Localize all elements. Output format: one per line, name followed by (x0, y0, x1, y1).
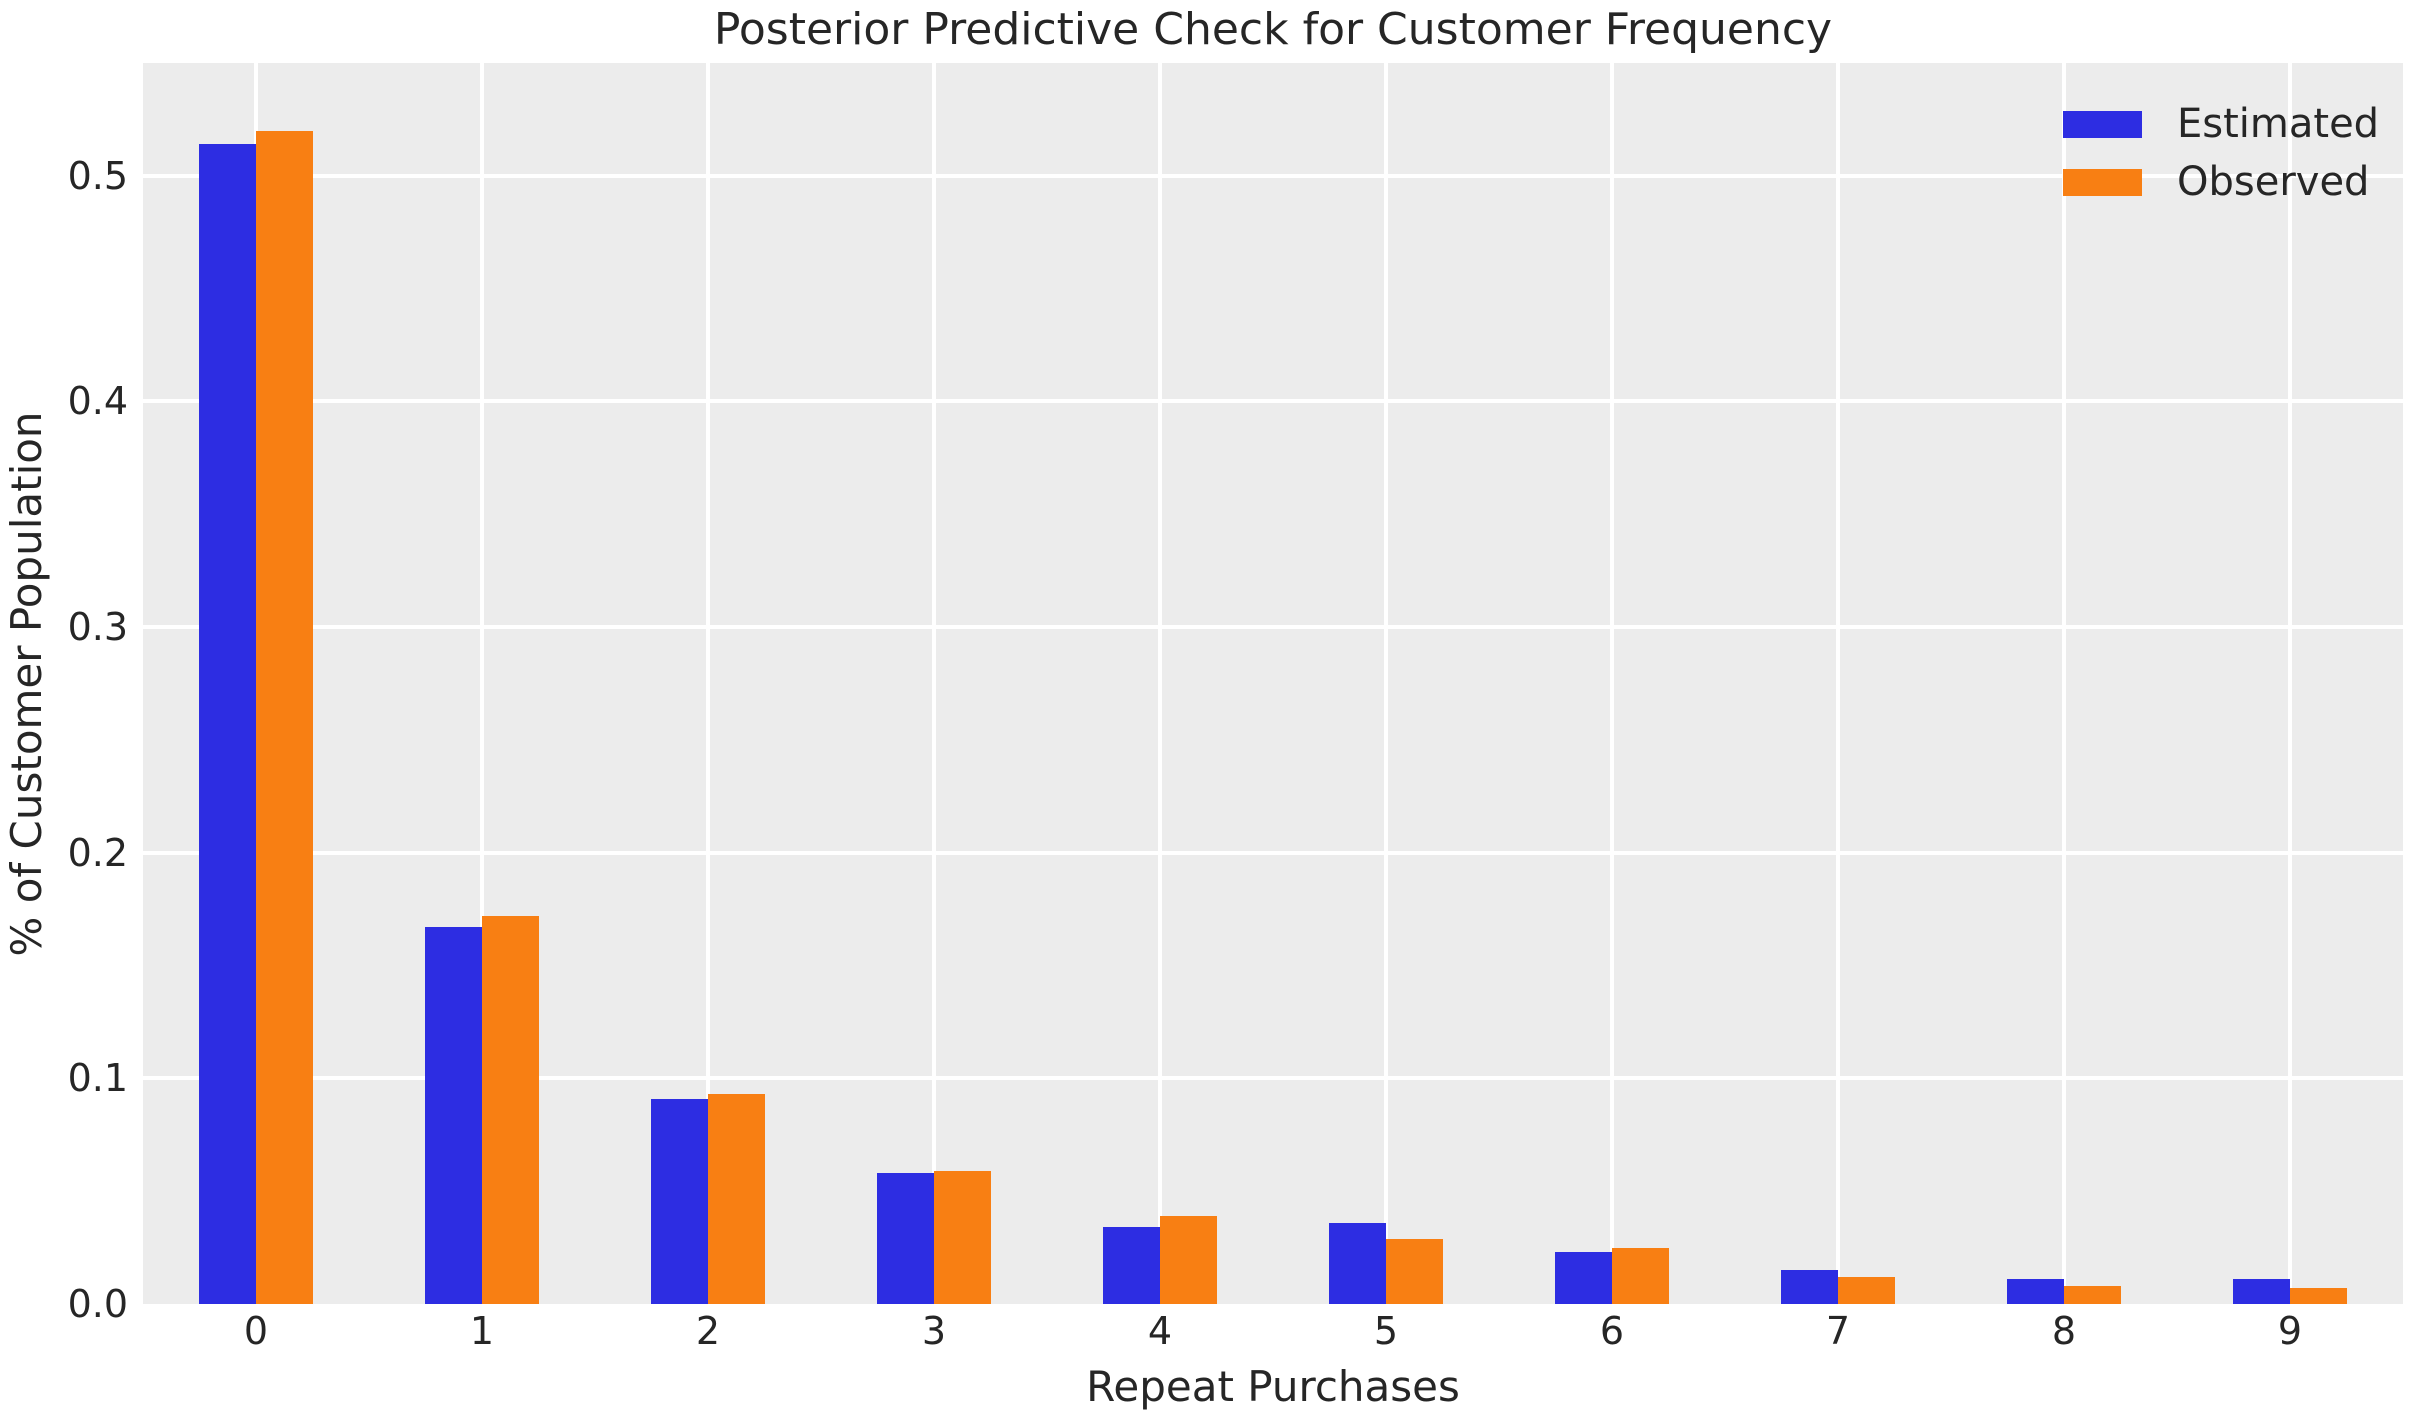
bar-estimated-8 (2007, 1279, 2064, 1304)
legend-row-observed: Observed (2063, 153, 2379, 211)
bar-estimated-3 (877, 1173, 934, 1304)
legend-swatch-estimated (2063, 110, 2142, 138)
gridline-v-3 (932, 63, 936, 1304)
gridline-h-0.3 (143, 625, 2403, 630)
x-tick-8: 8 (2051, 1309, 2077, 1353)
x-tick-4: 4 (1147, 1309, 1173, 1353)
x-tick-9: 9 (2277, 1309, 2303, 1353)
gridline-h-0.1 (143, 1076, 2403, 1081)
x-tick-0: 0 (243, 1309, 269, 1353)
bar-observed-5 (1386, 1239, 1443, 1304)
bar-observed-1 (482, 916, 539, 1304)
gridline-v-4 (1158, 63, 1162, 1304)
gridline-v-7 (1836, 63, 1840, 1304)
gridline-v-2 (706, 63, 710, 1304)
gridline-v-9 (2288, 63, 2292, 1304)
bar-estimated-4 (1103, 1227, 1160, 1304)
y-tick-0.0: 0.0 (67, 1282, 128, 1326)
y-tick-0.1: 0.1 (67, 1056, 128, 1101)
gridline-h-0.4 (143, 399, 2403, 404)
bar-estimated-0 (199, 144, 256, 1304)
bar-observed-4 (1160, 1216, 1217, 1304)
bar-observed-7 (1838, 1277, 1895, 1304)
bar-observed-2 (708, 1094, 765, 1304)
gridline-v-1 (480, 63, 484, 1304)
x-tick-6: 6 (1599, 1309, 1625, 1353)
bar-estimated-2 (651, 1099, 708, 1304)
chart-title: Posterior Predictive Check for Customer … (713, 4, 1833, 55)
legend: Estimated Observed (2063, 95, 2379, 211)
bar-estimated-1 (425, 927, 482, 1304)
bar-estimated-6 (1555, 1252, 1612, 1304)
gridline-v-6 (1610, 63, 1614, 1304)
x-tick-5: 5 (1373, 1309, 1399, 1353)
bar-observed-8 (2064, 1286, 2121, 1304)
legend-row-estimated: Estimated (2063, 95, 2379, 153)
legend-label-estimated: Estimated (2177, 101, 2380, 147)
gridline-h-0.5 (143, 173, 2403, 178)
y-tick-0.4: 0.4 (67, 379, 128, 424)
bar-estimated-9 (2233, 1279, 2290, 1304)
gridline-v-5 (1384, 63, 1388, 1304)
gridline-v-8 (2062, 63, 2066, 1304)
x-tick-1: 1 (469, 1309, 495, 1353)
bar-observed-9 (2290, 1288, 2347, 1304)
bar-observed-6 (1612, 1248, 1669, 1304)
x-tick-3: 3 (921, 1309, 947, 1353)
bar-observed-3 (934, 1171, 991, 1304)
y-tick-0.3: 0.3 (67, 605, 128, 650)
legend-swatch-observed (2063, 168, 2142, 196)
plot-area (143, 63, 2403, 1304)
y-tick-0.2: 0.2 (67, 830, 128, 875)
x-axis-label: Repeat Purchases (1086, 1362, 1460, 1411)
gridline-h-0.2 (143, 850, 2403, 855)
y-axis-label: % of Customer Population (2, 411, 51, 957)
y-tick-0.5: 0.5 (67, 153, 128, 198)
bar-observed-0 (256, 131, 313, 1304)
bar-estimated-7 (1781, 1270, 1838, 1304)
x-tick-7: 7 (1825, 1309, 1851, 1353)
bar-estimated-5 (1329, 1223, 1386, 1304)
x-tick-2: 2 (695, 1309, 721, 1353)
legend-label-observed: Observed (2177, 159, 2370, 205)
